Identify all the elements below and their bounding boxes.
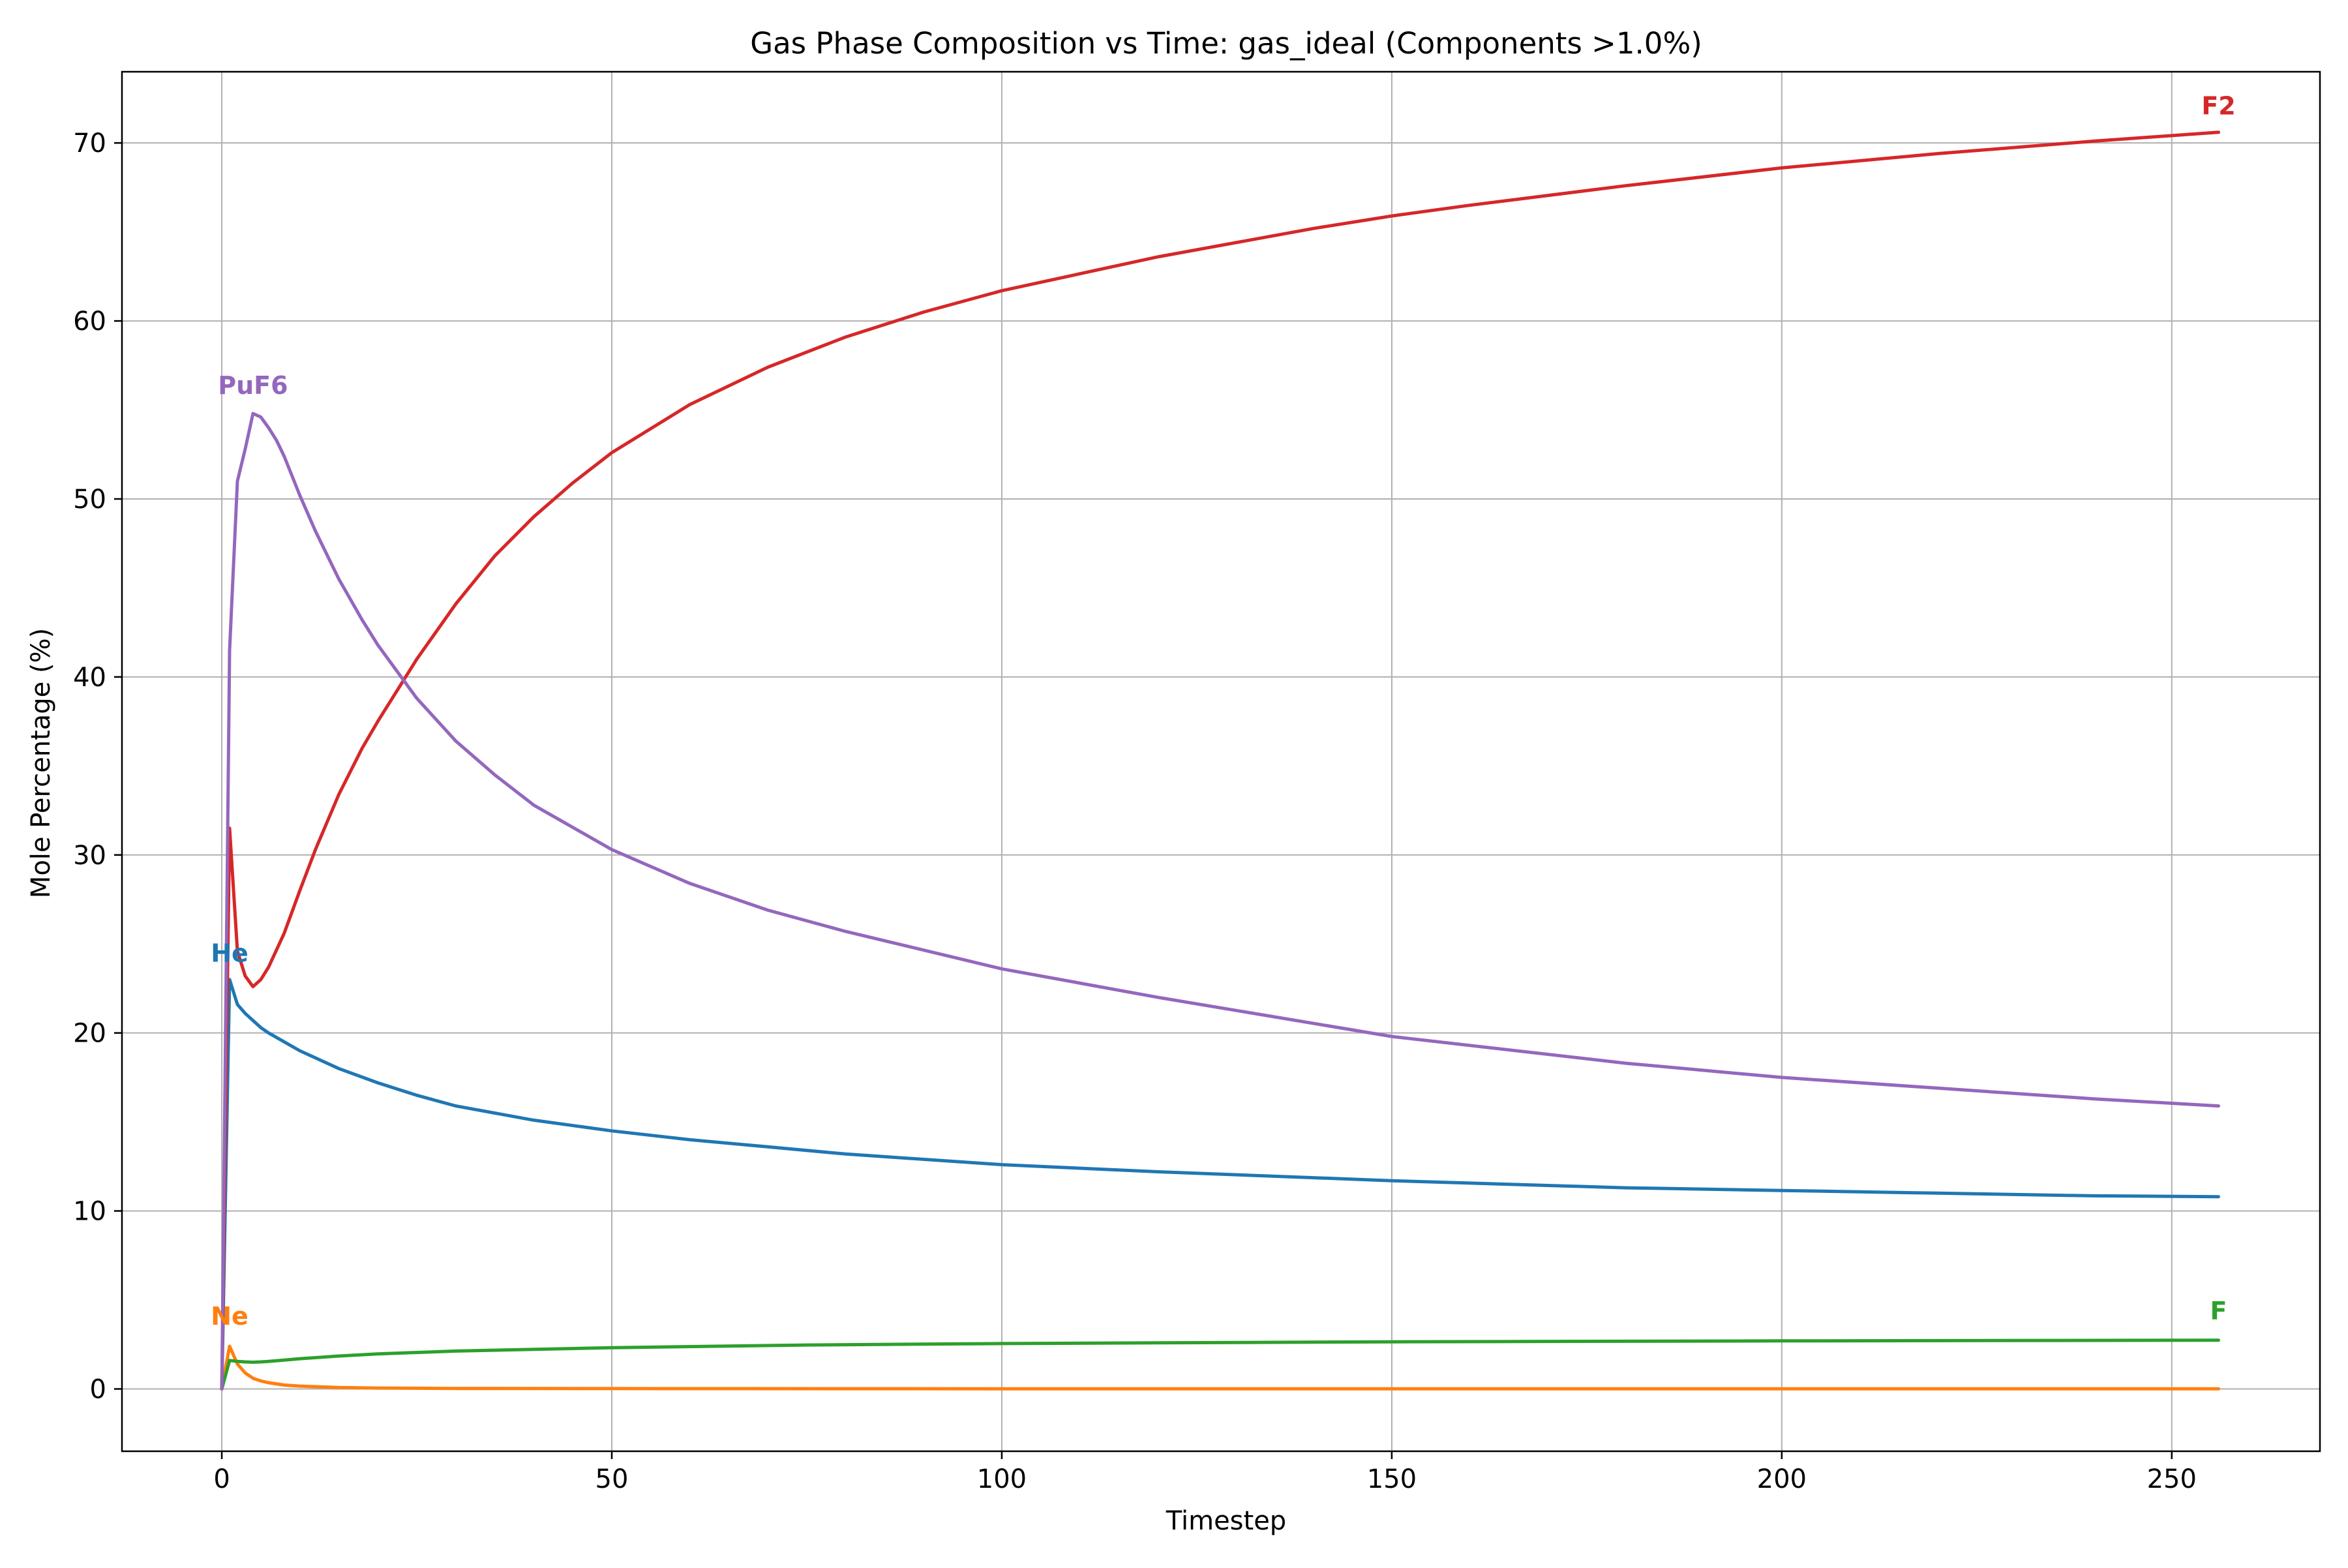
y-axis-label: Mole Percentage (%) bbox=[26, 628, 56, 898]
y-tick-label: 10 bbox=[73, 1197, 106, 1227]
series-line-he bbox=[220, 978, 2220, 1391]
series-line-f bbox=[220, 1338, 2220, 1391]
y-tick-label: 0 bbox=[90, 1374, 106, 1404]
series-line-puf6 bbox=[220, 412, 2220, 1391]
series-line-ne bbox=[220, 1344, 2220, 1391]
series-label-f2: F2 bbox=[2201, 91, 2235, 120]
chart-title: Gas Phase Composition vs Time: gas_ideal… bbox=[750, 26, 1702, 61]
x-axis-label: Timestep bbox=[1166, 1506, 1286, 1536]
series-lines bbox=[220, 130, 2220, 1391]
x-tick-label: 150 bbox=[1367, 1464, 1417, 1494]
series-label-f: F bbox=[2210, 1297, 2227, 1325]
series-label-ne: Ne bbox=[211, 1302, 248, 1331]
x-tick-label: 0 bbox=[213, 1464, 230, 1494]
y-tick-label: 70 bbox=[73, 128, 106, 158]
x-tick-label: 200 bbox=[1757, 1464, 1807, 1494]
series-line-f2 bbox=[220, 130, 2220, 1391]
y-tick-label: 40 bbox=[73, 663, 106, 693]
y-tick-label: 50 bbox=[73, 485, 106, 515]
series-label-he: He bbox=[211, 939, 248, 968]
y-tick-label: 30 bbox=[73, 841, 106, 871]
y-tick-label: 20 bbox=[73, 1019, 106, 1049]
series-labels: He Ne F F2 PuF6 bbox=[211, 91, 2235, 1331]
x-tick-label: 100 bbox=[977, 1464, 1027, 1494]
axis-ticks: 0 50 100 150 200 250 0 10 20 30 40 50 60 70 bbox=[73, 128, 2197, 1494]
series-label-puf6: PuF6 bbox=[218, 371, 288, 400]
grid-lines bbox=[122, 72, 2320, 1451]
y-tick-label: 60 bbox=[73, 307, 106, 337]
x-tick-label: 50 bbox=[595, 1464, 629, 1494]
plot-frame bbox=[121, 70, 2321, 1453]
x-tick-label: 250 bbox=[2147, 1464, 2197, 1494]
